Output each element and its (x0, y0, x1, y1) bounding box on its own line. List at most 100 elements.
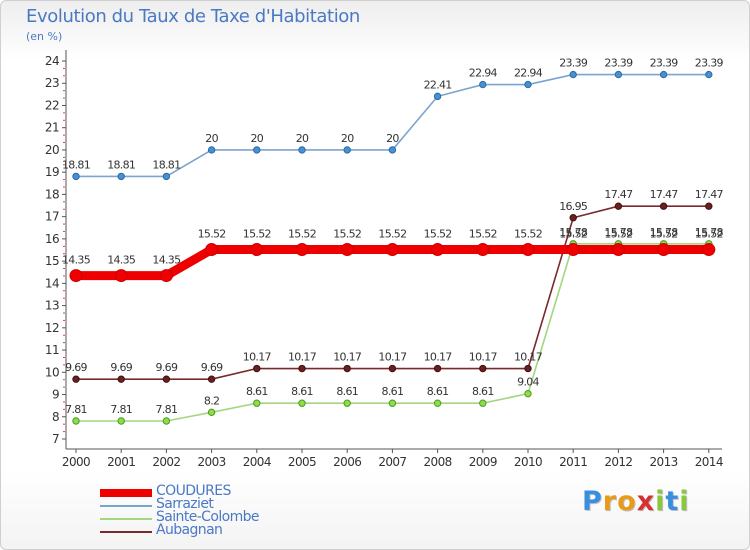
data-label: 15.52 (514, 228, 542, 241)
data-point (433, 399, 442, 407)
data-label: 17.47 (650, 188, 679, 201)
x-tick-label: 2013 (650, 455, 678, 469)
logo-letter: t (665, 486, 680, 517)
data-label: 10.17 (333, 351, 362, 364)
data-point (705, 202, 713, 210)
data-point (298, 146, 306, 154)
legend-swatch (100, 489, 152, 497)
data-label: 23.39 (604, 57, 633, 70)
data-point (117, 417, 125, 425)
data-label: 7.81 (65, 403, 87, 416)
data-point (431, 243, 445, 257)
y-tick-label: 14 (45, 276, 59, 290)
data-label: 8.61 (246, 385, 268, 398)
data-point (162, 172, 171, 181)
data-point (611, 243, 625, 257)
x-tick-label: 2001 (107, 455, 135, 469)
data-label: 7.81 (110, 403, 132, 416)
data-point (524, 80, 532, 89)
data-point (343, 364, 351, 373)
data-point (524, 389, 532, 398)
data-label: 14.35 (152, 254, 181, 267)
y-tick-label: 19 (45, 165, 59, 179)
legend-swatch (100, 531, 152, 533)
data-point (159, 269, 173, 283)
data-label: 16.95 (559, 200, 588, 213)
x-tick-label: 2002 (152, 455, 180, 469)
data-point (702, 243, 716, 257)
data-point (657, 243, 671, 257)
data-label: 20 (386, 132, 399, 145)
x-tick-label: 2011 (559, 455, 587, 469)
chart-title: Evolution du Taux de Taxe d'Habitation (26, 6, 360, 27)
y-axis-unit: (en %) (26, 30, 63, 43)
data-label: 18.81 (107, 158, 135, 171)
data-point (569, 70, 577, 79)
legend-label: Sarraziet (156, 496, 214, 512)
logo-letter: r (602, 486, 618, 517)
data-point (114, 269, 128, 283)
data-label: 10.17 (469, 351, 498, 364)
data-point (388, 146, 397, 154)
x-tick-label: 2005 (288, 455, 316, 469)
y-tick-label: 20 (45, 143, 59, 157)
data-label: 8.61 (382, 385, 404, 398)
data-label: 15.52 (650, 228, 678, 241)
data-label: 15.52 (378, 228, 406, 241)
data-label: 14.35 (107, 254, 136, 267)
legend-swatch (100, 505, 152, 507)
data-label: 8.61 (336, 385, 358, 398)
data-label: 8.61 (427, 385, 449, 398)
data-label: 23.39 (650, 57, 679, 70)
data-point (253, 364, 261, 373)
data-label: 14.35 (62, 254, 91, 267)
x-tick-label: 2010 (514, 455, 542, 469)
data-point (253, 399, 261, 407)
data-label: 15.52 (333, 228, 361, 241)
data-point (117, 172, 125, 181)
x-tick-label: 2008 (424, 455, 452, 469)
data-label: 15.52 (604, 228, 632, 241)
data-label: 22.41 (424, 78, 452, 91)
data-label: 17.47 (604, 188, 633, 201)
data-point (343, 399, 351, 407)
data-point (705, 70, 713, 79)
data-label: 9.69 (156, 361, 178, 374)
data-label: 22.94 (469, 67, 498, 80)
data-label: 9.69 (65, 361, 87, 374)
data-point (253, 146, 261, 154)
data-point (659, 70, 668, 79)
data-point (69, 269, 83, 283)
data-label: 8.61 (291, 385, 313, 398)
data-label: 15.78 (650, 226, 679, 239)
logo-letter: i (655, 486, 666, 517)
x-tick-label: 2014 (695, 455, 723, 469)
proxiti-logo: Proxiti (582, 486, 690, 517)
data-point (479, 364, 487, 373)
logo-letter: P (582, 486, 603, 517)
legend-label: Sainte-Colombe (156, 509, 260, 525)
legend-swatch (100, 518, 152, 520)
y-tick-label: 7 (52, 432, 59, 446)
y-tick-label: 8 (52, 410, 59, 424)
data-point (207, 375, 216, 383)
data-label: 15.78 (695, 226, 724, 239)
data-label: 10.17 (243, 351, 272, 364)
data-point (72, 172, 80, 181)
data-point (205, 243, 219, 257)
data-point (479, 399, 487, 407)
data-label: 15.52 (469, 228, 497, 241)
y-tick-label: 12 (45, 321, 59, 335)
data-point (388, 364, 397, 373)
y-tick-label: 9 (52, 388, 59, 402)
data-point (479, 80, 487, 89)
y-tick-label: 23 (45, 76, 59, 90)
data-point (298, 364, 306, 373)
data-label: 23.39 (559, 57, 588, 70)
data-point (388, 399, 397, 407)
y-tick-label: 15 (45, 254, 59, 268)
legend-label: Aubagnan (156, 522, 223, 538)
x-tick-label: 2004 (243, 455, 271, 469)
data-label: 15.52 (198, 228, 226, 241)
